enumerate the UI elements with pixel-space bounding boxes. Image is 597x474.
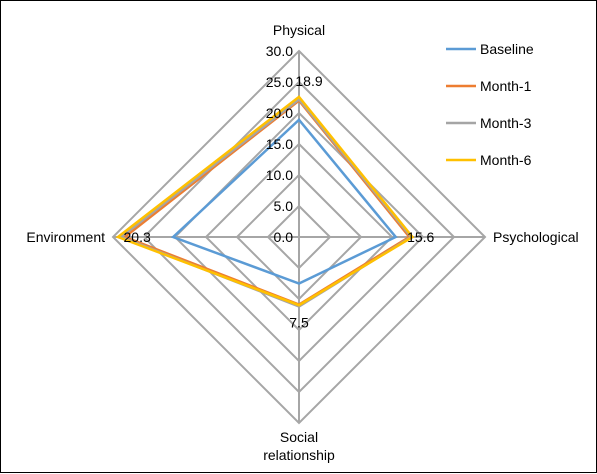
axis-label: Environment — [26, 229, 105, 245]
data-label: 20.3 — [124, 229, 151, 245]
tick-label: 30.0 — [266, 43, 293, 59]
tick-label: 0.0 — [274, 229, 294, 245]
data-label: 7.5 — [289, 315, 309, 331]
axis-label: Physical — [273, 22, 325, 38]
series-line-baseline — [170, 118, 398, 285]
series-line-month-6 — [115, 95, 415, 307]
tick-label: 15.0 — [266, 136, 293, 152]
data-label: 18.9 — [295, 73, 322, 89]
axis-label: Social relationship — [263, 429, 335, 463]
legend-label: Month-3 — [480, 115, 532, 131]
axis-label: Psychological — [493, 229, 579, 245]
series-layer — [115, 95, 415, 308]
data-labels: 18.9 15.6 7.5 20.3 — [124, 73, 435, 331]
axis-labels: Physical Psychological Social relationship E… — [26, 22, 578, 463]
radar-grid — [111, 49, 487, 425]
legend-label: Month-6 — [480, 152, 532, 168]
tick-label: 10.0 — [266, 167, 293, 183]
data-label: 15.6 — [407, 229, 434, 245]
legend: Baseline Month-1 Month-3 Month-6 — [446, 41, 534, 168]
tick-label: 5.0 — [274, 198, 294, 214]
tick-labels: 0.0 5.0 10.0 15.0 20.0 25.0 30.0 — [266, 43, 293, 245]
legend-label: Month-1 — [480, 78, 532, 94]
legend-label: Baseline — [480, 41, 534, 57]
tick-label: 25.0 — [266, 74, 293, 90]
tick-label: 20.0 — [266, 105, 293, 121]
